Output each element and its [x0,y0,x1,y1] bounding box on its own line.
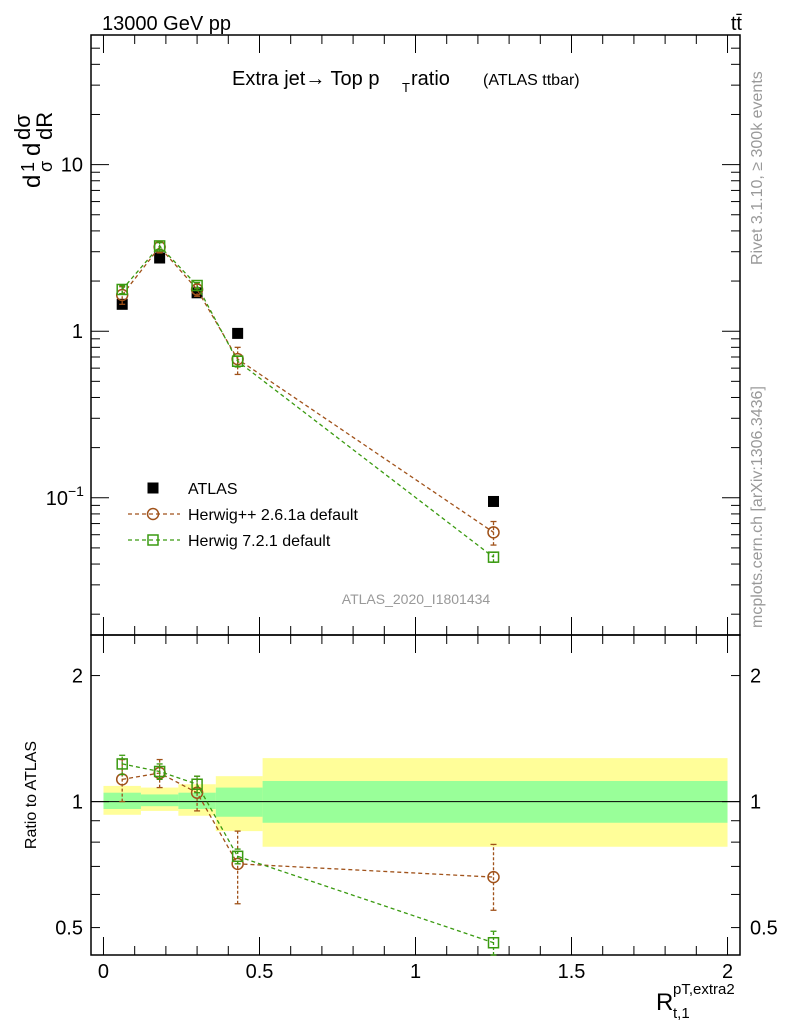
legend-marker [146,507,160,521]
header-left: 13000 GeV pp [102,13,231,35]
chart-title-note: (ATLAS ttbar) [483,72,580,89]
ratio-ytick-label-left: 2 [72,666,83,688]
main-series-atlas-point [191,287,203,299]
main-series-herwigpp-point [487,526,500,539]
main-ytick-label: 1 [72,321,83,343]
main-series-atlas-point [154,252,166,264]
main-series-herwig7-point [116,283,128,296]
legend-label: ATLAS [188,481,238,498]
main-series-herwig7-point [153,240,166,252]
ratio-series-herwig7-point [153,765,166,778]
x-label-sup: pT,extra2 [673,981,735,998]
x-tick-label: 1.5 [558,961,586,983]
x-label-sub: t,1 [673,1005,690,1022]
ratio-plot: 0 0.5 1 1.5 2 2 2 1 1 0.5 0.5 [55,634,778,983]
main-series-atlas-point [232,327,244,339]
ratio-ytick-label-right: 2 [750,666,761,688]
chart-title: Extra jet→ Top p [232,68,379,90]
ratio-ytick-label-left: 0.5 [55,918,83,940]
svg-text:dσ: dσ [10,114,35,140]
x-tick-label: 0.5 [246,961,274,983]
main-series-herwig7-line [121,244,494,558]
svg-text:d: d [19,175,46,188]
x-tick-label: 1 [410,961,421,983]
x-tick-label: 2 [722,961,733,983]
main-series-herwig7-point [191,279,203,292]
ratio-band-stat [215,787,263,817]
ratio-series-herwig7-point [116,758,128,770]
legend-marker [147,534,159,546]
ratio-series-herwig7-point [487,936,500,949]
ratio-ytick-label-right: 0.5 [750,918,778,940]
analysis-id: ATLAS_2020_I1801434 [342,591,491,607]
svg-text:dR: dR [32,112,57,140]
legend-label: Herwig 7.2.1 default [188,533,331,550]
x-tick-label: 0 [98,961,109,983]
x-label-main: R [656,989,673,1016]
main-series-herwig7-point [231,355,244,367]
ratio-ytick-label-left: 1 [72,792,83,814]
header-right: tt̄ [731,13,743,35]
ratio-series-herwig7-point [231,850,244,863]
ratio-series-herwig7-line [122,763,494,944]
ratio-ylabel: Ratio to ATLAS [23,741,40,849]
legend-label: Herwig++ 2.6.1a default [188,507,358,524]
ratio-series-herwig7-point [191,778,203,790]
legend-marker-atlas [147,482,159,494]
chart-title-end: ratio [411,68,450,90]
main-series-herwig7-point [487,551,500,563]
ratio-ytick-label-right: 1 [750,792,761,814]
main-ytick-exponent: −1 [68,483,84,499]
svg-text:1: 1 [18,162,38,172]
mcplots-label: mcplots.cern.ch [arXiv:1306.3436] [749,386,766,628]
main-ytick-label: 10 [61,155,83,177]
ratio-band-stat [140,794,179,807]
svg-text:d: d [19,143,46,156]
ratio-series-herwigpp-point [487,870,500,884]
main-series-atlas-point [488,495,500,507]
main-ytick-label: 10 [46,488,68,510]
chart-title-subscript: T [402,80,410,95]
main-series-herwigpp-line [121,245,494,533]
x-axis-label: R pT,extra2 t,1 [656,981,735,1022]
svg-text:σ: σ [36,161,56,172]
rivet-label: Rivet 3.1.10, ≥ 300k events [749,71,766,265]
main-ylabel: d 1 σ d dσ dR [10,112,57,188]
